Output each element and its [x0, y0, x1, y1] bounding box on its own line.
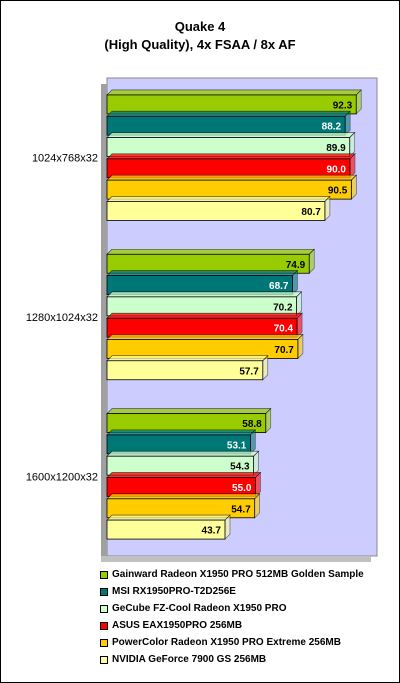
data-label: 80.7 — [301, 207, 321, 218]
data-label: 74.9 — [286, 260, 306, 271]
legend-label: PowerColor Radeon X1950 PRO Extreme 256M… — [112, 637, 341, 648]
data-label: 43.7 — [202, 526, 222, 537]
bar-top-face — [106, 110, 351, 117]
legend-label: MSI RX1950PRO-T2D256E — [112, 586, 236, 597]
bar-top-face — [106, 450, 260, 457]
category-label: 1600x1200x32 — [26, 471, 98, 483]
bar-top-face — [106, 174, 358, 181]
bar-top-face — [106, 153, 356, 160]
bar-top-face — [106, 132, 356, 138]
data-label: 70.7 — [274, 345, 294, 356]
data-label: 54.3 — [230, 462, 250, 473]
plot-floor — [101, 556, 371, 562]
bar-top-face — [106, 429, 257, 436]
bar — [106, 360, 264, 381]
data-label: 70.4 — [274, 324, 294, 335]
bar-top-face — [106, 355, 269, 362]
plot-side-wall — [101, 84, 107, 562]
data-label: 68.7 — [269, 281, 289, 292]
bar-top-face — [106, 312, 303, 319]
bar-top-face — [106, 248, 315, 255]
legend-label: NVIDIA GeForce 7900 GS 256MB — [112, 654, 267, 665]
legend-swatch — [100, 605, 108, 613]
data-label: 88.2 — [322, 122, 342, 133]
legend-swatch — [100, 639, 108, 647]
bar-top-face — [106, 514, 231, 521]
category-label: 1024x768x32 — [32, 153, 98, 165]
category-label: 1280x1024x32 — [26, 312, 98, 324]
legend-label: Gainward Radeon X1950 PRO 512MB Golden S… — [112, 569, 364, 580]
data-label: 55.0 — [232, 483, 252, 494]
legend-swatch — [100, 656, 108, 664]
legend-label: ASUS EAX1950PRO 256MB — [112, 620, 243, 631]
data-label: 57.7 — [239, 366, 259, 377]
bar-top-face — [106, 196, 331, 202]
data-label: 58.8 — [242, 419, 262, 430]
bar — [106, 519, 226, 540]
bar-top-face — [106, 270, 299, 276]
bar — [106, 201, 326, 221]
data-label: 92.3 — [333, 100, 353, 111]
bar-top-face — [106, 89, 362, 96]
bar-top-face — [106, 291, 303, 298]
chart-subtitle: (High Quality), 4x FSAA / 8x AF — [104, 37, 296, 52]
legend-label: GeCube FZ-Cool Radeon X1950 PRO — [112, 603, 287, 614]
legend-swatch — [100, 622, 108, 630]
data-label: 90.0 — [327, 164, 347, 175]
data-label: 54.7 — [231, 504, 251, 515]
bar-top-face — [106, 408, 272, 414]
data-label: 89.9 — [326, 143, 346, 154]
bar-top-face — [106, 493, 261, 500]
legend-swatch — [100, 588, 108, 596]
bar-top-face — [106, 472, 262, 478]
legend-swatch — [100, 571, 108, 579]
data-label: 70.2 — [273, 302, 293, 313]
data-label: 90.5 — [328, 186, 348, 197]
data-label: 53.1 — [227, 440, 247, 451]
chart-title: Quake 4 — [174, 19, 226, 34]
bar-top-face — [106, 334, 304, 340]
